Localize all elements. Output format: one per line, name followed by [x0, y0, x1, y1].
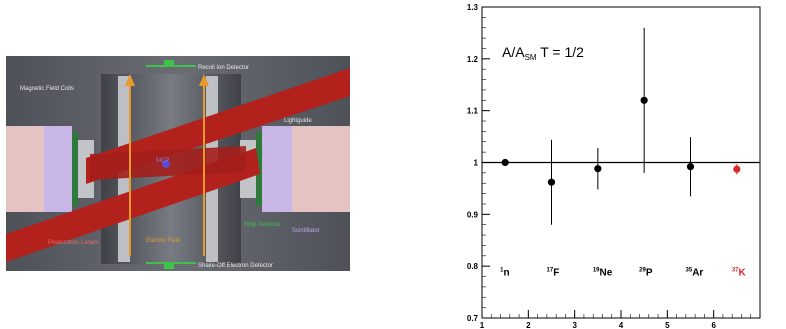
nuclide-label: 1n	[500, 267, 509, 278]
chart-annotation: A/ASM T = 1/2	[502, 44, 584, 62]
label-recoil-ion-detector: Recoil Ion Detector	[198, 65, 249, 71]
electric-field-arrowhead-right	[199, 74, 209, 86]
asymmetry-ratio-chart: 0.7 0.8 0.9 1 1.1 1.2 1.3 1 2 3 4 5 6 1n 17F 19Ne 29P 3…	[467, 3, 761, 329]
nuclide-label: 35Ar	[686, 267, 704, 278]
strip-detector-left	[72, 132, 78, 206]
data-point	[733, 165, 741, 173]
y-tick-label: 0.8	[467, 262, 479, 271]
trap-center	[162, 160, 170, 168]
nuclide-labels: 1n 17F 19Ne 29P 35Ar 37K	[500, 267, 746, 278]
label-scintillator: Scintillator	[292, 228, 320, 234]
data-point	[594, 165, 602, 173]
x-axis-ticks: 1 2 3 4 5 6	[480, 310, 761, 329]
y-axis-ticks: 0.7 0.8 0.9 1 1.1 1.2 1.3	[467, 3, 490, 323]
laser-beam-lower	[6, 148, 260, 262]
scintillator-right-inner	[262, 126, 292, 212]
data-point	[686, 163, 695, 171]
nuclide-label: 37K	[732, 267, 747, 278]
label-shake-off-detector: Shake-Off Electron Detector	[198, 263, 273, 269]
data-points	[501, 27, 741, 225]
y-tick-label: 1.3	[467, 3, 479, 12]
label-electric-field: Electric Field	[146, 238, 180, 244]
x-tick-label: 1	[480, 321, 485, 329]
label-strip-detector: Strip Detector	[244, 222, 281, 228]
y-tick-label: 1.2	[467, 55, 479, 64]
data-point	[501, 158, 509, 167]
data-point	[640, 96, 648, 104]
shakeoff-detector-marker	[164, 263, 174, 269]
nuclide-label: 17F	[547, 267, 560, 278]
y-tick-label: 1.1	[467, 107, 479, 116]
apparatus-illustration: Recoil Ion Detector Magnetic Field Coils…	[6, 56, 350, 271]
x-tick-label: 3	[572, 321, 577, 329]
nuclide-label: 19Ne	[593, 267, 613, 278]
label-lightguide: Lightguide	[284, 118, 312, 124]
recoil-detector-marker	[164, 60, 174, 66]
y-tick-label: 0.7	[467, 314, 479, 323]
y-tick-label: 1	[474, 159, 479, 168]
scintillator-right	[292, 126, 350, 212]
scintillator-left	[6, 126, 48, 212]
x-tick-label: 6	[711, 321, 716, 329]
x-tick-label: 4	[619, 321, 624, 329]
nuclide-label: 29P	[639, 267, 653, 278]
electric-field-arrowhead-left	[125, 74, 135, 86]
label-magnetic-field-coils: Magnetic Field Coils	[20, 86, 74, 92]
label-polarization-lasers: Polarization Lasers	[48, 240, 99, 246]
label-mcp: MCP	[156, 158, 169, 164]
data-point	[547, 178, 556, 186]
x-tick-label: 5	[665, 321, 670, 329]
y-tick-label: 0.9	[467, 210, 479, 219]
scintillator-left-inner	[44, 126, 72, 212]
x-tick-label: 2	[526, 321, 531, 329]
